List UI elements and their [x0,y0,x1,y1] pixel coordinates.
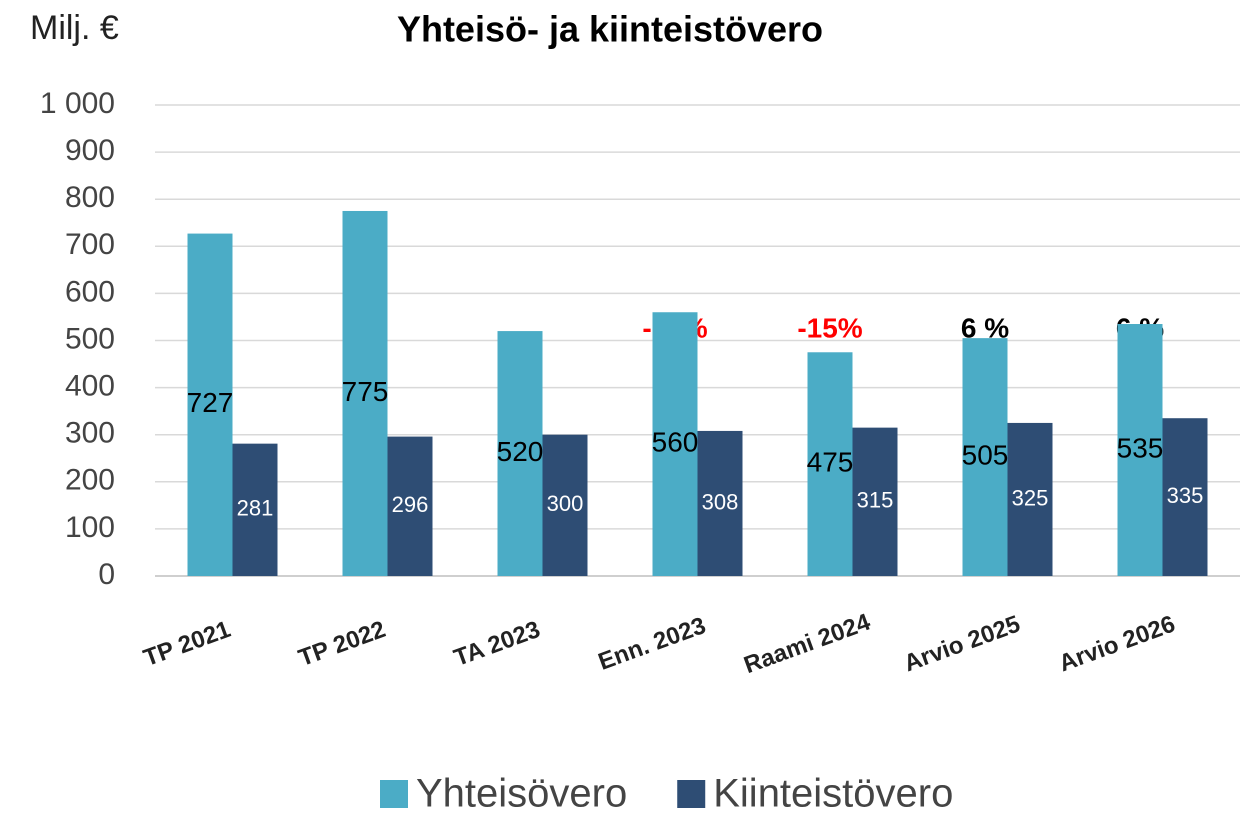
bar [1162,418,1208,576]
bar [542,434,588,576]
bar [807,352,853,576]
legend-label: Yhteisövero [416,772,627,814]
x-tick-label: Raami 2024 [740,608,874,679]
data-label: 281 [237,496,274,521]
bar [187,233,233,576]
bar [1007,422,1053,576]
y-tick-label: 800 [65,181,115,214]
data-label: 300 [547,491,584,516]
y-tick-label: 300 [65,417,115,450]
bar [497,331,543,576]
data-label: 308 [702,489,739,514]
y-tick-label: 600 [65,275,115,308]
y-axis-label: Milj. € [30,9,119,47]
data-label: 296 [392,492,429,517]
bar [962,338,1008,576]
x-tick-label: TA 2023 [450,616,543,672]
y-tick-label: 1 000 [40,87,115,120]
x-tick-label: Arvio 2026 [1055,610,1178,677]
data-label: 535 [1117,432,1164,463]
chart-title: Yhteisö- ja kiinteistövero [397,9,823,50]
legend-swatch [677,780,706,808]
data-label: 505 [962,439,1009,470]
y-tick-label: 700 [65,228,115,261]
x-tick-label: TP 2021 [140,616,234,672]
data-label: 325 [1012,485,1049,510]
bar [652,312,698,576]
data-label: 775 [342,376,389,407]
y-tick-label: 100 [65,511,115,544]
bar [342,210,388,576]
y-tick-label: 200 [65,464,115,497]
y-tick-label: 400 [65,370,115,403]
data-label: 520 [497,436,544,467]
y-tick-label: 0 [98,558,115,591]
data-label: 727 [187,387,234,418]
y-tick-label: 500 [65,322,115,355]
x-tick-label: Arvio 2025 [900,610,1023,677]
legend-label: Kiinteistövero [713,772,953,814]
data-label: 335 [1167,483,1204,508]
y-tick-label: 900 [65,134,115,167]
x-tick-label: Enn. 2023 [595,612,710,676]
bar [1117,324,1163,576]
data-label: 560 [652,427,699,458]
bar [387,436,433,576]
x-tick-label: TP 2022 [295,616,389,672]
bar [697,430,743,576]
bar [232,443,278,576]
data-label: 475 [807,447,854,478]
legend-swatch [380,780,408,808]
annotation: -15% [797,312,862,343]
bar [852,427,898,576]
data-label: 315 [857,488,894,513]
